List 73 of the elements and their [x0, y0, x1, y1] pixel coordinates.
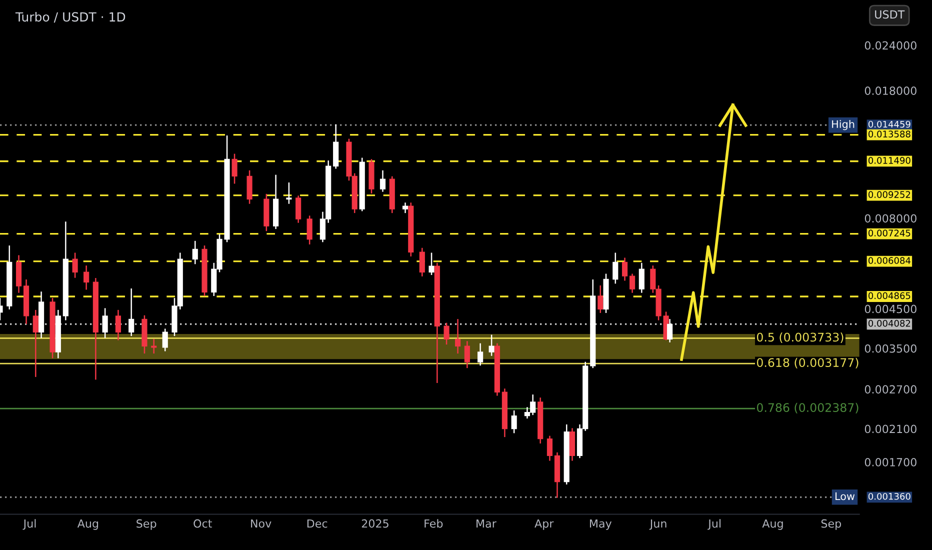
x-tick-label: Aug: [77, 519, 98, 530]
y-tick-label: 0.018000: [864, 86, 916, 95]
candlestick: [246, 170, 252, 204]
annotation: High: [832, 120, 854, 130]
ref-line-label: 0.5 (0.003733): [756, 332, 844, 344]
x-tick-label: Feb: [424, 519, 443, 528]
ref-line-label: 0.011490: [868, 157, 910, 164]
x-tick-label: Aug: [762, 519, 783, 530]
ref-line-label: 0.001360: [868, 492, 910, 500]
ref-line-label: 0.004865: [868, 292, 910, 300]
y-tick-label: 0.024000: [864, 41, 916, 50]
candlestick: [598, 285, 604, 313]
y-tick-label: 0.004500: [864, 304, 916, 314]
x-tick-label: May: [590, 519, 612, 530]
candlestick: [455, 319, 461, 354]
ref-line-label: 0.006084: [868, 257, 910, 264]
x-tick-label: Apr: [534, 519, 554, 530]
candlestick: [464, 341, 470, 368]
x-tick-label: Jun: [649, 519, 666, 530]
ref-line-label: 0.009252: [868, 191, 910, 198]
x-tick-label: Sep: [821, 519, 842, 530]
candlestick: [612, 252, 618, 284]
x-tick-label: Oct: [194, 519, 212, 528]
annotation: Low: [836, 492, 855, 500]
candlestick: [478, 343, 484, 366]
candlestick: [115, 310, 121, 340]
y-tick-label: 0.002100: [864, 424, 916, 434]
y-tick-label: 0.002700: [864, 385, 916, 394]
x-tick-label: Nov: [251, 519, 272, 528]
candlestick: [32, 310, 38, 377]
candlestick: [488, 334, 494, 356]
x-tick-label: Jul: [708, 519, 720, 530]
ref-line-label: 0.014459: [868, 120, 910, 128]
x-tick-label: Jul: [22, 519, 36, 530]
candlestick: [380, 170, 386, 192]
y-tick-label: 0.008000: [864, 214, 916, 223]
candlestick: [192, 240, 198, 264]
y-tick-label: 0.001700: [864, 458, 916, 466]
x-tick-label: Sep: [136, 519, 156, 530]
candlestick: [102, 308, 108, 338]
y-tick-label: 0.003500: [864, 344, 916, 353]
candlestick: [419, 248, 425, 276]
candlestick: [296, 196, 302, 223]
candlestick: [151, 338, 157, 354]
candlestick: [286, 182, 292, 204]
candlestick: [232, 154, 238, 184]
candlestick: [306, 216, 312, 244]
candlestick: [128, 288, 134, 336]
candlestick: [84, 266, 90, 290]
candlestick: [444, 322, 450, 345]
candlestick: [569, 428, 576, 461]
x-tick-label: 2025: [362, 519, 388, 528]
candlestick: [629, 274, 636, 293]
ref-line-label: 0.007245: [868, 230, 910, 236]
ref-line-label: 0.013588: [868, 130, 910, 138]
candlestick: [162, 328, 168, 352]
ref-line-label: 0.786 (0.002387): [756, 402, 858, 414]
candlestick: [72, 252, 78, 278]
ref-line-label: 0.004082: [868, 320, 910, 327]
x-tick-label: Mar: [476, 519, 496, 528]
candlestick: [511, 410, 517, 434]
candlestick: [402, 202, 408, 214]
ref-line-label: 0.618 (0.003177): [756, 358, 858, 368]
candlestick: [667, 319, 673, 342]
candlestick: [638, 262, 644, 293]
candlestick: [622, 258, 628, 281]
text: Turbo / USDT · 1D: [15, 12, 126, 23]
x-tick-label: Dec: [307, 519, 328, 528]
y-axis-title: USDT: [875, 10, 905, 19]
candlestick: [546, 436, 553, 461]
candlestick: [333, 124, 339, 169]
candlestick: [16, 255, 22, 293]
candlestick: [428, 252, 434, 275]
